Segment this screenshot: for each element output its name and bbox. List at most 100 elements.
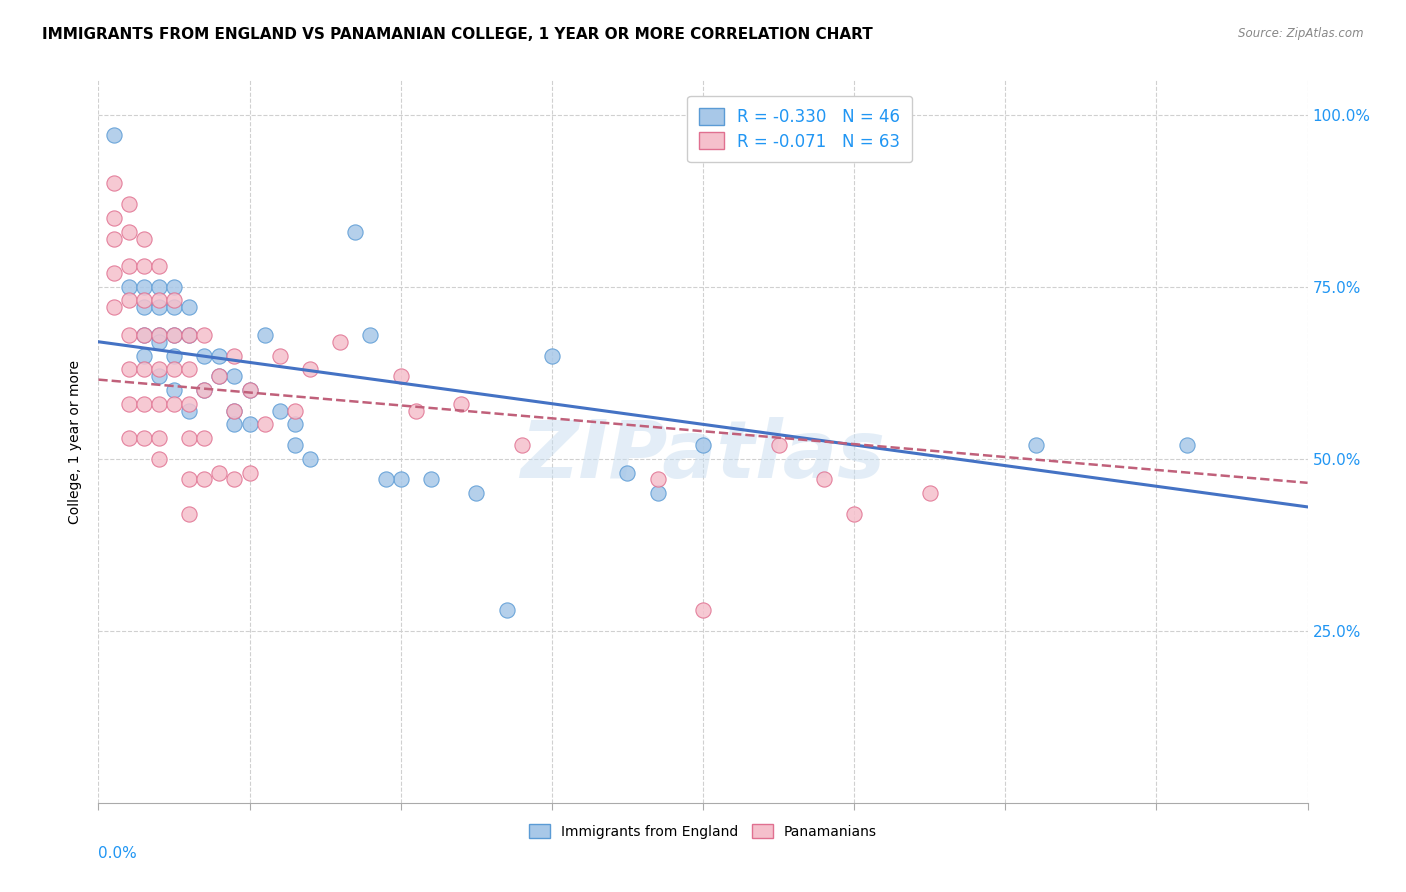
Point: [118, 431, 141, 445]
Point: [224, 369, 246, 384]
Point: [118, 362, 141, 376]
Point: [179, 431, 201, 445]
Point: [768, 438, 790, 452]
Point: [405, 403, 427, 417]
Point: [163, 349, 186, 363]
Point: [103, 301, 125, 315]
Point: [239, 383, 262, 397]
Point: [148, 362, 170, 376]
Point: [510, 438, 533, 452]
Text: Source: ZipAtlas.com: Source: ZipAtlas.com: [1239, 27, 1364, 40]
Point: [118, 293, 141, 308]
Point: [148, 279, 170, 293]
Point: [540, 349, 562, 363]
Point: [163, 279, 186, 293]
Point: [299, 451, 322, 466]
Point: [103, 211, 125, 225]
Point: [360, 327, 382, 342]
Point: [224, 403, 246, 417]
Point: [148, 259, 170, 273]
Point: [1175, 438, 1198, 452]
Point: [163, 301, 186, 315]
Point: [844, 507, 866, 521]
Point: [118, 397, 141, 411]
Point: [420, 472, 443, 486]
Point: [148, 431, 170, 445]
Point: [692, 438, 714, 452]
Point: [329, 334, 352, 349]
Point: [179, 403, 201, 417]
Point: [179, 397, 201, 411]
Point: [132, 259, 155, 273]
Point: [224, 417, 246, 432]
Point: [148, 451, 170, 466]
Point: [284, 417, 307, 432]
Point: [132, 301, 155, 315]
Point: [163, 293, 186, 308]
Point: [193, 349, 215, 363]
Point: [179, 327, 201, 342]
Point: [692, 603, 714, 617]
Point: [253, 417, 276, 432]
Point: [118, 197, 141, 211]
Point: [495, 603, 517, 617]
Point: [465, 486, 488, 500]
Point: [132, 397, 155, 411]
Point: [813, 472, 835, 486]
Text: ZIPatlas: ZIPatlas: [520, 417, 886, 495]
Point: [179, 507, 201, 521]
Point: [208, 349, 231, 363]
Point: [208, 369, 231, 384]
Point: [132, 327, 155, 342]
Point: [132, 231, 155, 245]
Point: [918, 486, 941, 500]
Text: IMMIGRANTS FROM ENGLAND VS PANAMANIAN COLLEGE, 1 YEAR OR MORE CORRELATION CHART: IMMIGRANTS FROM ENGLAND VS PANAMANIAN CO…: [42, 27, 873, 42]
Point: [647, 472, 669, 486]
Point: [148, 369, 170, 384]
Point: [163, 327, 186, 342]
Point: [179, 472, 201, 486]
Point: [163, 362, 186, 376]
Point: [132, 362, 155, 376]
Point: [193, 431, 215, 445]
Point: [374, 472, 396, 486]
Point: [239, 466, 262, 480]
Point: [179, 301, 201, 315]
Point: [118, 225, 141, 239]
Point: [616, 466, 638, 480]
Point: [389, 369, 412, 384]
Point: [284, 403, 307, 417]
Legend: Immigrants from England, Panamanians: Immigrants from England, Panamanians: [517, 813, 889, 850]
Point: [148, 397, 170, 411]
Point: [163, 327, 186, 342]
Point: [148, 293, 170, 308]
Point: [208, 369, 231, 384]
Point: [163, 397, 186, 411]
Point: [103, 266, 125, 280]
Point: [148, 334, 170, 349]
Point: [163, 383, 186, 397]
Point: [239, 417, 262, 432]
Point: [118, 279, 141, 293]
Point: [269, 349, 291, 363]
Point: [103, 177, 125, 191]
Point: [239, 383, 262, 397]
Point: [193, 383, 215, 397]
Point: [132, 349, 155, 363]
Point: [450, 397, 472, 411]
Point: [132, 293, 155, 308]
Point: [224, 403, 246, 417]
Point: [193, 327, 215, 342]
Y-axis label: College, 1 year or more: College, 1 year or more: [69, 359, 83, 524]
Point: [193, 472, 215, 486]
Point: [132, 279, 155, 293]
Point: [1024, 438, 1046, 452]
Point: [389, 472, 412, 486]
Point: [179, 362, 201, 376]
Point: [193, 383, 215, 397]
Point: [148, 301, 170, 315]
Point: [179, 327, 201, 342]
Point: [299, 362, 322, 376]
Point: [148, 327, 170, 342]
Point: [647, 486, 669, 500]
